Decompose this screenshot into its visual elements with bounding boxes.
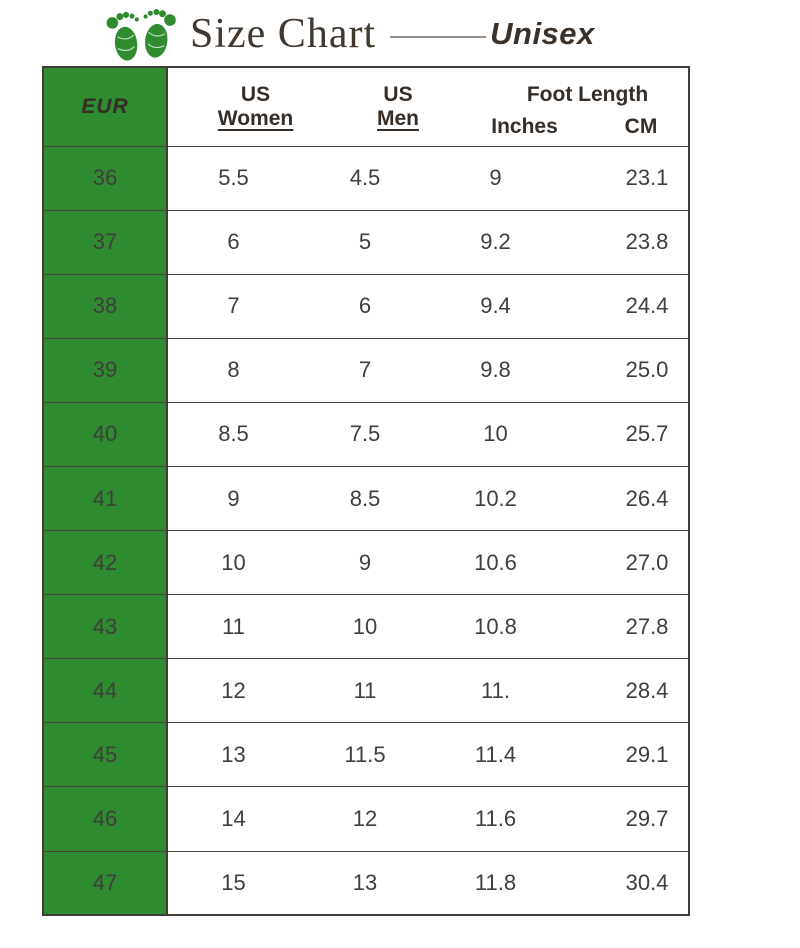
- col-header-foot-length: Foot Length: [526, 83, 649, 106]
- col-header-us-women: US Women: [167, 67, 299, 146]
- col-header-us-men: US Men: [299, 67, 431, 146]
- cell-us-men: 4.5: [349, 165, 381, 191]
- table-row: 40 8.5 7.5 10 25.7: [43, 402, 690, 467]
- table-body: 36 5.5 4.5 9 23.1 37 6 5 9.2 23.8 38 7 6…: [43, 146, 690, 916]
- table-row: 42 10 9 10.6 27.0: [43, 530, 690, 595]
- cell-us-women: 12: [221, 677, 246, 703]
- cell-inches: 9.8: [480, 357, 511, 383]
- us-men-word: Men: [377, 106, 419, 130]
- cell-cm: 28.4: [625, 677, 669, 703]
- cell-cm: 26.4: [625, 485, 669, 511]
- cell-us-men: 7.5: [349, 421, 381, 447]
- cell-us-women: 5.5: [218, 165, 249, 191]
- title-divider: [390, 36, 487, 38]
- cell-us-men: 12: [352, 805, 378, 831]
- table-row: 46 14 12 11.6 29.7: [43, 786, 690, 852]
- cell-cm: 25.0: [625, 357, 669, 383]
- cell-cm: 29.7: [625, 805, 669, 831]
- cell-inches: 11.6: [474, 805, 517, 831]
- cell-us-men: 5: [358, 229, 372, 255]
- cell-eur: 45: [43, 722, 168, 787]
- cell-us-women: 15: [221, 869, 246, 895]
- cell-cm: 24.4: [625, 293, 669, 319]
- col-header-inches: Inches: [491, 115, 558, 138]
- us-men-prefix: US: [383, 82, 413, 106]
- header-row-bottom: Inches CM: [43, 109, 689, 146]
- cell-us-men: 11: [353, 677, 377, 703]
- cell-us-women: 6: [227, 229, 240, 255]
- cell-inches: 9.2: [480, 229, 511, 255]
- cell-us-women: 14: [221, 805, 246, 831]
- col-header-cm: CM: [624, 115, 658, 138]
- table-row: 37 6 5 9.2 23.8: [43, 210, 690, 275]
- cell-us-men: 11.5: [344, 741, 386, 767]
- cell-inches: 10.8: [474, 613, 517, 639]
- cell-eur: 39: [43, 338, 168, 403]
- subtitle-unisex: Unisex: [490, 16, 595, 51]
- cell-eur: 42: [43, 530, 168, 595]
- cell-eur: 37: [43, 210, 168, 275]
- cell-cm: 30.4: [625, 869, 669, 895]
- cell-cm: 25.7: [625, 421, 669, 447]
- header-row-top: EUR US Women US Men Foot Length: [43, 67, 689, 146]
- table-row: 39 8 7 9.8 25.0: [43, 338, 690, 403]
- cell-us-women: 8: [227, 357, 240, 383]
- page-title: Size Chart: [190, 11, 377, 57]
- cell-inches: 11.8: [474, 869, 517, 895]
- table-row: 45 13 11.5 11.4 29.1: [43, 722, 690, 787]
- cell-us-women: 10: [221, 549, 246, 575]
- cell-eur: 43: [43, 594, 168, 659]
- cell-inches: 10.2: [474, 485, 517, 511]
- cell-us-women: 9: [227, 485, 240, 511]
- cell-eur: 41: [43, 466, 168, 531]
- cell-inches: 10.6: [474, 549, 517, 575]
- cell-inches: 11.: [481, 677, 510, 703]
- cell-us-men: 6: [358, 293, 372, 319]
- cell-eur: 36: [43, 146, 168, 211]
- cell-eur: 38: [43, 274, 168, 339]
- cell-us-men: 7: [358, 357, 372, 383]
- cell-us-women: 8.5: [218, 421, 249, 447]
- table-row: 41 9 8.5 10.2 26.4: [43, 466, 690, 531]
- cell-inches: 11.4: [474, 741, 517, 767]
- size-chart-table: EUR US Women US Men Foot Length Inches C…: [42, 66, 691, 917]
- cell-us-women: 13: [221, 741, 246, 767]
- cell-us-women: 7: [227, 293, 240, 319]
- cell-eur: 40: [43, 402, 168, 467]
- cell-inches: 9.4: [480, 293, 511, 319]
- table-header: EUR US Women US Men Foot Length Inches C…: [43, 67, 689, 146]
- cell-cm: 23.1: [625, 165, 669, 191]
- cell-cm: 23.8: [625, 229, 669, 255]
- cell-cm: 27.8: [625, 613, 669, 639]
- table-row: 43 11 10 10.8 27.8: [43, 594, 690, 659]
- table-row: 38 7 6 9.4 24.4: [43, 274, 690, 339]
- table-row: 36 5.5 4.5 9 23.1: [43, 146, 690, 211]
- cell-us-men: 9: [358, 549, 372, 575]
- cell-us-men: 10: [352, 613, 378, 639]
- cell-cm: 27.0: [625, 549, 669, 575]
- cell-inches: 10: [483, 421, 508, 447]
- table-row: 47 15 13 11.8 30.4: [43, 851, 690, 916]
- us-women-word: Women: [217, 106, 294, 130]
- cell-eur: 46: [43, 786, 168, 852]
- cell-us-men: 13: [352, 869, 378, 895]
- cell-inches: 9: [489, 165, 502, 191]
- col-header-eur: EUR: [43, 67, 168, 146]
- cell-eur: 47: [43, 851, 168, 916]
- page-header: Size Chart Unisex: [106, 4, 595, 64]
- table-row: 44 12 11 11. 28.4: [43, 658, 690, 723]
- cell-us-men: 8.5: [349, 485, 381, 511]
- cell-us-women: 11: [222, 613, 245, 639]
- cell-eur: 44: [43, 658, 168, 723]
- us-women-prefix: US: [240, 82, 271, 106]
- cell-cm: 29.1: [625, 741, 669, 767]
- footprints-icon: [106, 4, 176, 64]
